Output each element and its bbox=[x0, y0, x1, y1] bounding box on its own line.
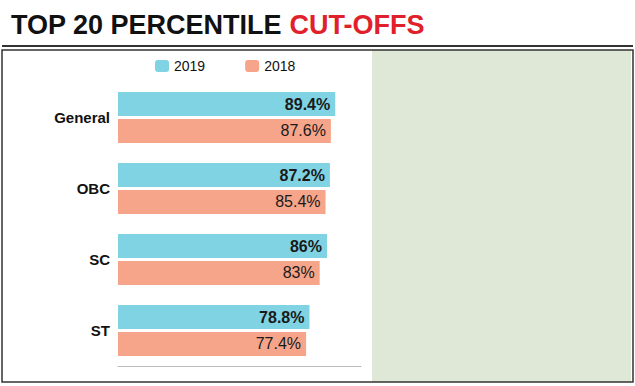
svg-text:CUT-OFFS: CUT-OFFS bbox=[290, 10, 425, 40]
svg-text:ST: ST bbox=[91, 322, 110, 339]
svg-text:SC: SC bbox=[89, 251, 110, 268]
svg-text:2018: 2018 bbox=[264, 58, 295, 74]
svg-text:83%: 83% bbox=[283, 264, 315, 281]
svg-text:77.4%: 77.4% bbox=[256, 335, 301, 352]
svg-text:TOP 20 PERCENTILE: TOP 20 PERCENTILE bbox=[11, 10, 289, 40]
svg-text:OBC: OBC bbox=[77, 180, 111, 197]
svg-text:2019: 2019 bbox=[174, 58, 205, 74]
svg-text:78.8%: 78.8% bbox=[259, 309, 304, 326]
svg-text:87.2%: 87.2% bbox=[280, 167, 325, 184]
svg-text:85.4%: 85.4% bbox=[275, 193, 320, 210]
svg-text:General: General bbox=[54, 109, 110, 126]
svg-text:89.4%: 89.4% bbox=[285, 96, 330, 113]
svg-text:87.6%: 87.6% bbox=[280, 122, 325, 139]
svg-text:86%: 86% bbox=[290, 238, 322, 255]
